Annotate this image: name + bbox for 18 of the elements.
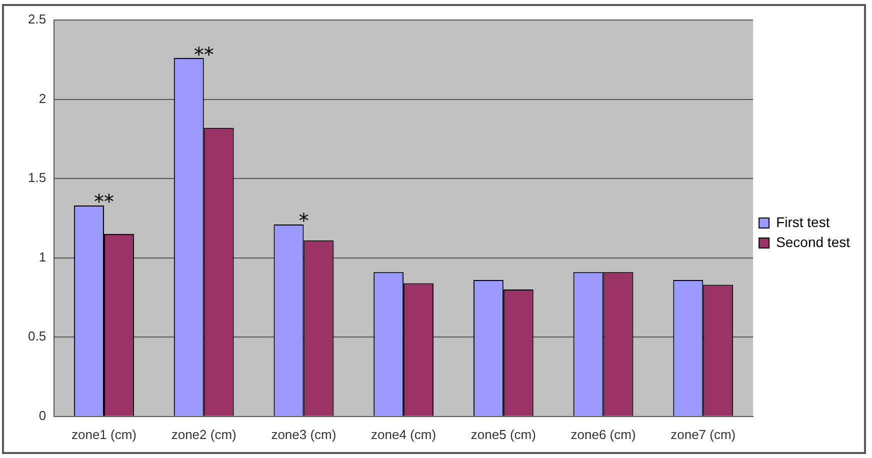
x-tick-label: zone1 (cm) — [71, 426, 137, 442]
x-tick-label: zone3 (cm) — [271, 426, 336, 442]
legend-label: Second test — [776, 234, 850, 250]
y-tick-label: 1 — [38, 249, 46, 264]
y-tick-label: 2.5 — [28, 12, 46, 27]
annotation: ** — [194, 42, 214, 66]
annotation: ** — [94, 190, 114, 214]
x-tick-label: zone4 (cm) — [371, 426, 436, 442]
y-tick-label: 0.5 — [28, 328, 46, 344]
y-tick-label: 2 — [38, 90, 46, 106]
y-tick-label: 1.5 — [28, 170, 46, 186]
x-tick-label: zone7 (cm) — [670, 426, 736, 442]
legend-label: First test — [776, 214, 830, 230]
x-tick-label: zone5 (cm) — [470, 426, 536, 442]
y-tick-label: 0 — [38, 408, 46, 423]
annotation: * — [298, 208, 309, 233]
x-tick-label: zone6 (cm) — [570, 426, 636, 442]
x-tick-label: zone2 (cm) — [171, 426, 236, 442]
